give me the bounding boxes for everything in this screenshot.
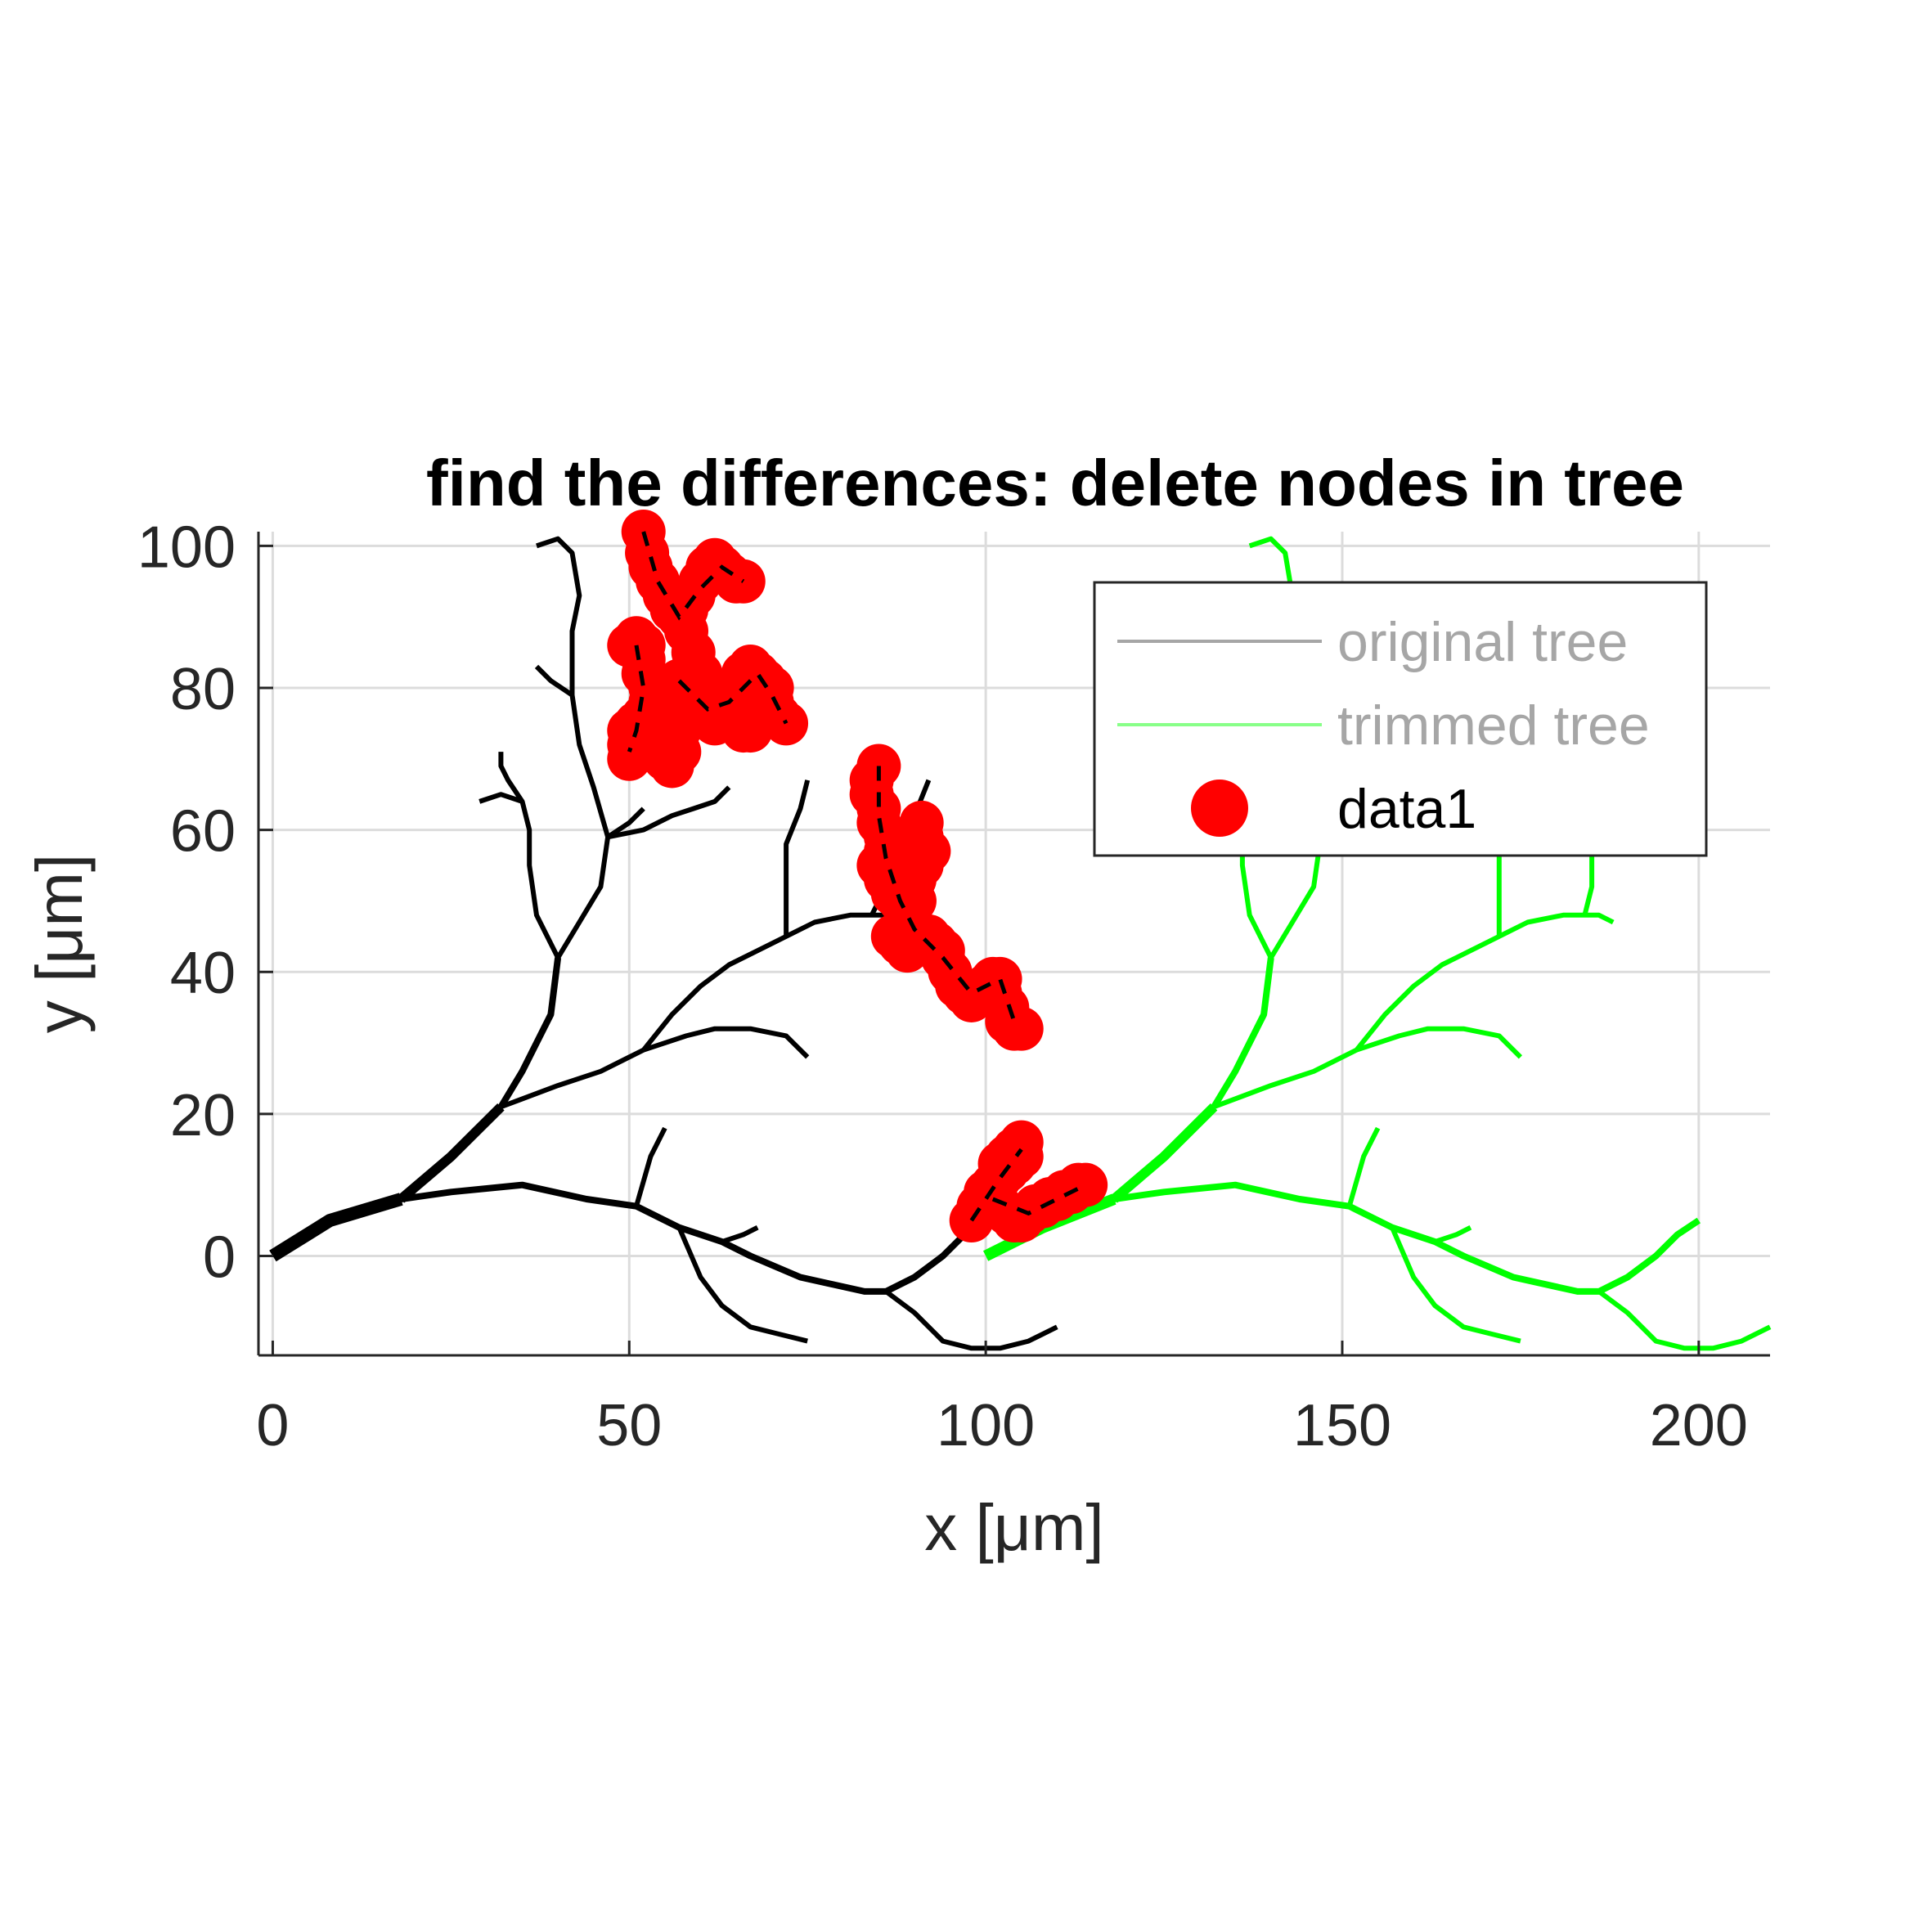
trimmed-tree-branch: [1111, 1103, 1218, 1203]
original-tree-branch: [398, 1103, 505, 1203]
original-tree-hidden-branch: [677, 670, 789, 725]
data1-marker: [1063, 1162, 1108, 1207]
original-tree-hidden-branch: [876, 766, 1017, 1022]
original-tree-branch: [721, 1225, 759, 1244]
original-tree-hidden-branch: [991, 1183, 1087, 1216]
original-tree-branch: [641, 912, 887, 1052]
original-tree-branch: [498, 752, 560, 959]
original-tree-hidden-branch: [627, 645, 646, 753]
trimmed-tree-branch: [1390, 1226, 1521, 1344]
trimmed-tree-branch: [1346, 1126, 1381, 1207]
original-tree-branch: [884, 1289, 1058, 1351]
original-tree-branch: [269, 1193, 403, 1262]
original-tree-branch: [606, 806, 645, 839]
y-tick-label: 20: [170, 1083, 236, 1148]
original-tree-branch: [784, 780, 811, 937]
original-tree-branch: [534, 664, 574, 698]
trimmed-tree-branch: [1347, 1203, 1701, 1295]
trimmed-tree-branch: [1355, 1026, 1523, 1059]
trimmed-tree-branch: [1213, 1048, 1358, 1110]
x-tick-label: 200: [1650, 1393, 1748, 1458]
original-tree-branch: [635, 1203, 988, 1295]
data1-marker: [999, 1006, 1044, 1051]
data1-marker: [642, 736, 687, 781]
original-tree-hidden-branch: [641, 531, 745, 621]
data1-marker: [728, 708, 773, 753]
series-group: [269, 510, 1772, 1351]
original-tree-branch: [676, 1226, 808, 1344]
y-tick-label: 60: [170, 799, 236, 865]
x-axis-label: x [μm]: [924, 1491, 1103, 1564]
original-tree-branch: [497, 957, 562, 1109]
x-tick-label: 50: [596, 1393, 662, 1458]
legend-label-data1: data1: [1337, 778, 1476, 840]
y-tick-label: 80: [170, 657, 236, 722]
legend-swatch-data1: [1191, 780, 1248, 837]
original-tree-branch: [642, 1026, 810, 1059]
y-tick-label: 40: [170, 941, 236, 1006]
plot-area: [269, 510, 1772, 1351]
trimmed-tree-branch: [1582, 844, 1595, 916]
x-tick-label: 100: [937, 1393, 1035, 1458]
legend[interactable]: original tree trimmed tree data1: [1093, 581, 1708, 857]
y-tick-label: 100: [137, 514, 236, 580]
axes: 0 50 100 150 200 0 20 40 60 80 100: [137, 514, 1770, 1458]
original-tree-branch: [634, 1126, 667, 1207]
original-tree-overlay: [627, 531, 1087, 1222]
original-tree-branch: [400, 1181, 637, 1210]
x-tick-label: 0: [256, 1393, 289, 1458]
x-tick-label: 150: [1293, 1393, 1391, 1458]
original-tree-branch: [479, 792, 523, 804]
trimmed-tree-branch: [1597, 1289, 1772, 1351]
y-axis-label: y [μm]: [23, 854, 96, 1033]
original-tree-branch: [536, 536, 611, 959]
original-tree-branch: [500, 1048, 645, 1110]
data1-marker: [892, 878, 937, 923]
y-tick-label: 0: [203, 1224, 236, 1290]
trimmed-tree-branch: [1211, 957, 1274, 1109]
chart-title: find the differences: delete nodes in tr…: [426, 447, 1684, 519]
legend-label-trimmed-tree: trimmed tree: [1337, 694, 1650, 757]
trimmed-tree-branch: [1113, 1181, 1350, 1210]
trimmed-tree-branch: [1434, 1225, 1472, 1244]
data1-marker: [977, 1141, 1022, 1186]
legend-label-original-tree: original tree: [1337, 611, 1628, 673]
original-tree-branch: [607, 785, 731, 840]
